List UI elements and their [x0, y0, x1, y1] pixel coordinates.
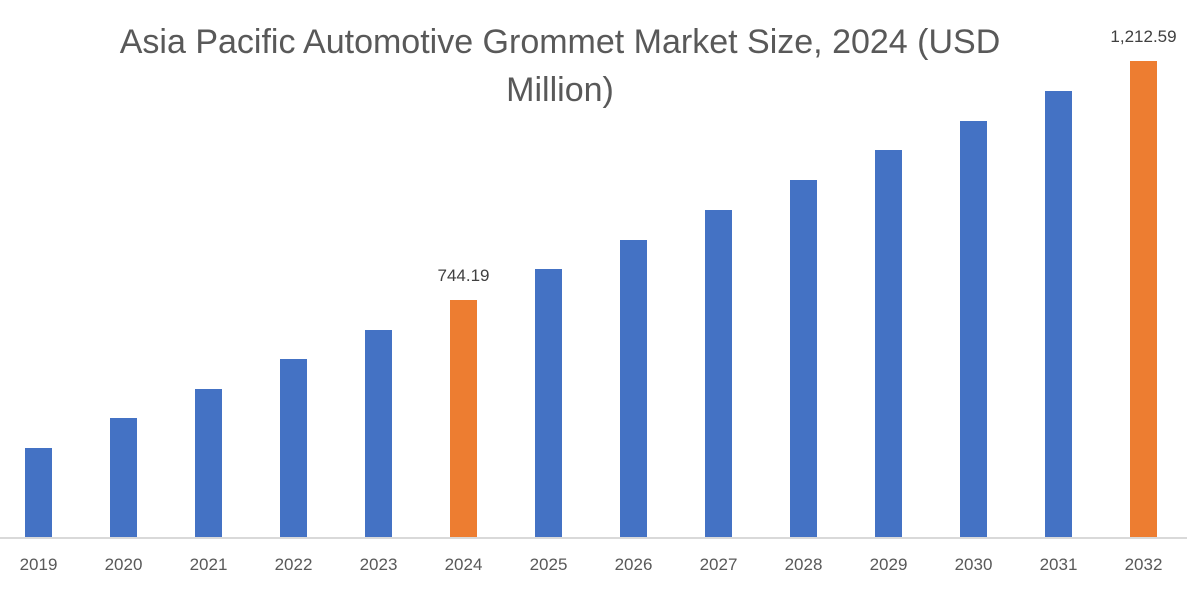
bar-2032: [1130, 61, 1157, 537]
bar-2026: [620, 239, 647, 537]
x-tick-label: 2023: [359, 555, 398, 574]
bar-2021: [195, 388, 222, 537]
x-tick-label: 2026: [614, 555, 653, 574]
x-tick-label: 2020: [104, 555, 143, 574]
x-tick-label: 2022: [274, 555, 313, 574]
bar-2020: [110, 417, 137, 537]
x-tick-label: 2024: [444, 555, 483, 574]
x-axis-line: [0, 537, 1187, 539]
bar-2024: [450, 300, 477, 537]
bar-2023: [365, 329, 392, 537]
data-label-2032: 1,212.59: [1110, 27, 1177, 47]
x-tick-label: 2030: [954, 555, 993, 574]
x-tick-label: 2032: [1124, 555, 1163, 574]
bar-2030: [960, 121, 987, 537]
bar-2028: [790, 180, 817, 537]
x-tick-label: 2021: [189, 555, 228, 574]
x-tick-label: 2019: [19, 555, 58, 574]
bar-2025: [535, 268, 562, 537]
x-tick-label: 2029: [869, 555, 908, 574]
bar-2029: [875, 150, 902, 537]
data-label-2024: 744.19: [437, 266, 490, 285]
chart-title: Asia Pacific Automotive Grommet Market S…: [119, 23, 1001, 109]
bar-2027: [705, 209, 732, 537]
x-tick-label: 2031: [1039, 555, 1078, 574]
x-tick-label: 2025: [529, 555, 568, 574]
bar-2031: [1045, 90, 1072, 537]
bar-2022: [280, 358, 307, 537]
x-tick-label: 2028: [784, 555, 823, 574]
x-tick-label: 2027: [699, 555, 738, 574]
bar-2019: [25, 448, 52, 537]
